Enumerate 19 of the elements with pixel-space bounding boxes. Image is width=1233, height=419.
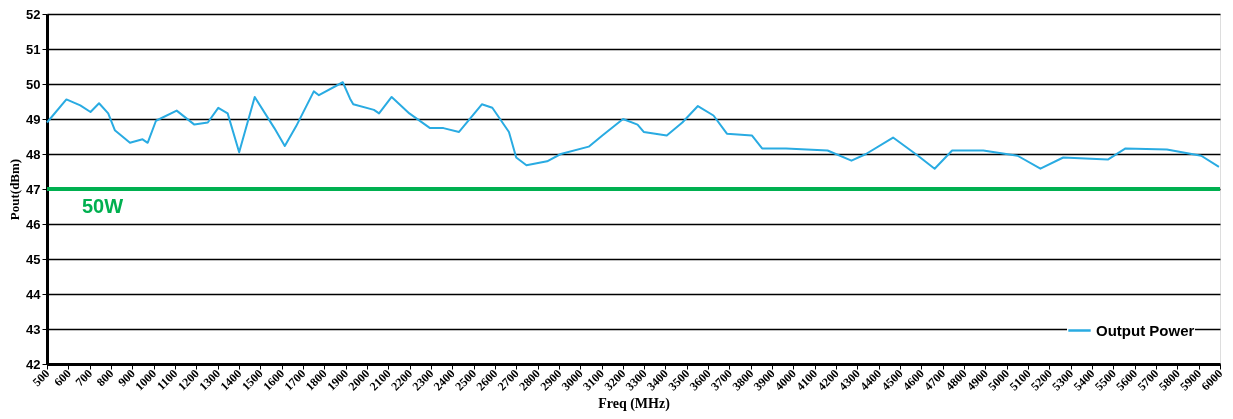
y-tick-label: 44 <box>26 286 42 302</box>
y-tick-label: 49 <box>26 111 41 127</box>
y-tick-label: 48 <box>26 146 41 162</box>
x-axis-title: Freq (MHz) <box>598 395 671 412</box>
y-axis-title: Pout(dBm) <box>7 158 23 221</box>
line-series <box>46 81 1220 170</box>
y-tick-label: 46 <box>26 216 41 232</box>
legend-label: Output Power <box>1096 321 1195 339</box>
y-tick-label: 51 <box>26 41 41 57</box>
x-tick-label: 700 <box>72 366 96 390</box>
y-tick-label: 43 <box>26 321 41 337</box>
x-tick-label: 800 <box>93 366 117 390</box>
y-tick-label: 45 <box>26 251 41 267</box>
y-tick-label: 42 <box>26 356 41 372</box>
x-tick-label: 600 <box>51 366 74 390</box>
y-tick-label: 50 <box>26 76 41 92</box>
ref-line-label: 50W <box>82 195 124 217</box>
y-tick-label: 52 <box>26 6 41 22</box>
y-tick-label: 47 <box>26 181 41 197</box>
